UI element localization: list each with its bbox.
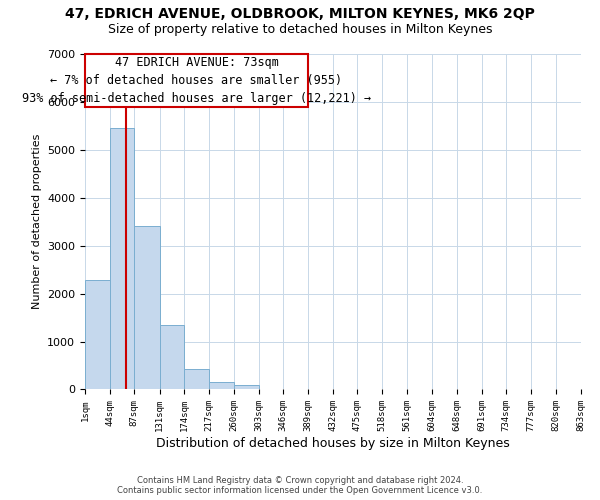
Y-axis label: Number of detached properties: Number of detached properties [32, 134, 41, 310]
Bar [234, 385, 259, 390]
Bar [134, 226, 160, 390]
Text: Contains HM Land Registry data © Crown copyright and database right 2024.
Contai: Contains HM Land Registry data © Crown c… [118, 476, 482, 495]
Text: 47 EDRICH AVENUE: 73sqm
← 7% of detached houses are smaller (955)
93% of semi-de: 47 EDRICH AVENUE: 73sqm ← 7% of detached… [22, 56, 371, 105]
X-axis label: Distribution of detached houses by size in Milton Keynes: Distribution of detached houses by size … [156, 437, 509, 450]
Text: Size of property relative to detached houses in Milton Keynes: Size of property relative to detached ho… [108, 22, 492, 36]
Bar [160, 326, 184, 390]
Text: 47, EDRICH AVENUE, OLDBROOK, MILTON KEYNES, MK6 2QP: 47, EDRICH AVENUE, OLDBROOK, MILTON KEYN… [65, 8, 535, 22]
Bar [209, 382, 234, 390]
FancyBboxPatch shape [85, 54, 308, 106]
Bar [110, 128, 134, 390]
Bar [184, 369, 209, 390]
Bar [85, 280, 110, 390]
